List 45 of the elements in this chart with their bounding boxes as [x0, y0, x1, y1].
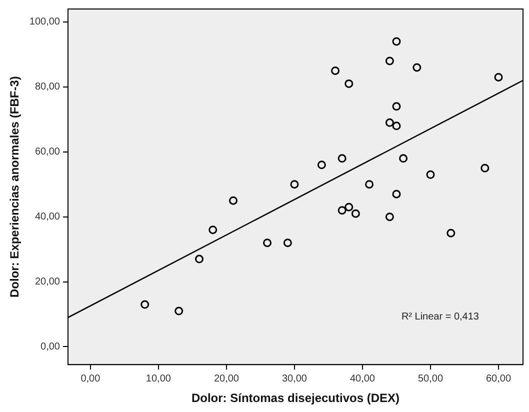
y-tick-label: 40,00: [34, 212, 60, 223]
point: [317, 160, 326, 170]
x-tick-label: 0,00: [80, 373, 101, 384]
x-tick-label: 10,00: [146, 373, 172, 384]
point: [365, 180, 374, 189]
y-axis-title: Dolor: Experiencias anormales (FBF-3): [8, 76, 22, 298]
point: [480, 164, 490, 172]
x-tick-label: 40,00: [350, 373, 376, 384]
point: [331, 66, 340, 75]
point: [344, 79, 354, 88]
y-tick-label: 80,00: [34, 82, 60, 93]
point: [385, 56, 394, 66]
point: [392, 102, 401, 111]
x-axis-title: Dolor: Síntomas disejecutivos (DEX): [191, 391, 400, 406]
point: [446, 228, 456, 238]
point: [283, 238, 292, 248]
point: [208, 226, 218, 234]
point: [229, 196, 238, 205]
x-tick-label: 60,00: [486, 373, 512, 384]
y-tick-label: 20,00: [34, 276, 60, 288]
point: [392, 122, 401, 130]
y-tick-label: 100,00: [29, 16, 60, 28]
point: [426, 170, 435, 179]
point: [494, 72, 503, 82]
point: [392, 37, 401, 46]
y-tick-label: 60,00: [34, 146, 60, 158]
point: [412, 63, 422, 72]
point: [385, 118, 394, 127]
point: [392, 190, 401, 198]
point: [140, 300, 150, 309]
x-tick-label: 30,00: [282, 373, 308, 384]
point: [174, 306, 184, 316]
point: [338, 206, 346, 215]
point: [385, 212, 394, 222]
point: [290, 180, 299, 189]
point: [195, 254, 204, 264]
point: [344, 202, 354, 212]
x-tick-label: 20,00: [214, 373, 240, 384]
point: [338, 154, 346, 163]
point: [351, 209, 360, 218]
point: [399, 154, 408, 163]
point: [263, 238, 272, 248]
annotation: R² Linear = 0,413: [401, 311, 480, 322]
x-tick-label: 50,00: [418, 373, 444, 384]
y-tick-label: 0,00: [40, 341, 60, 352]
